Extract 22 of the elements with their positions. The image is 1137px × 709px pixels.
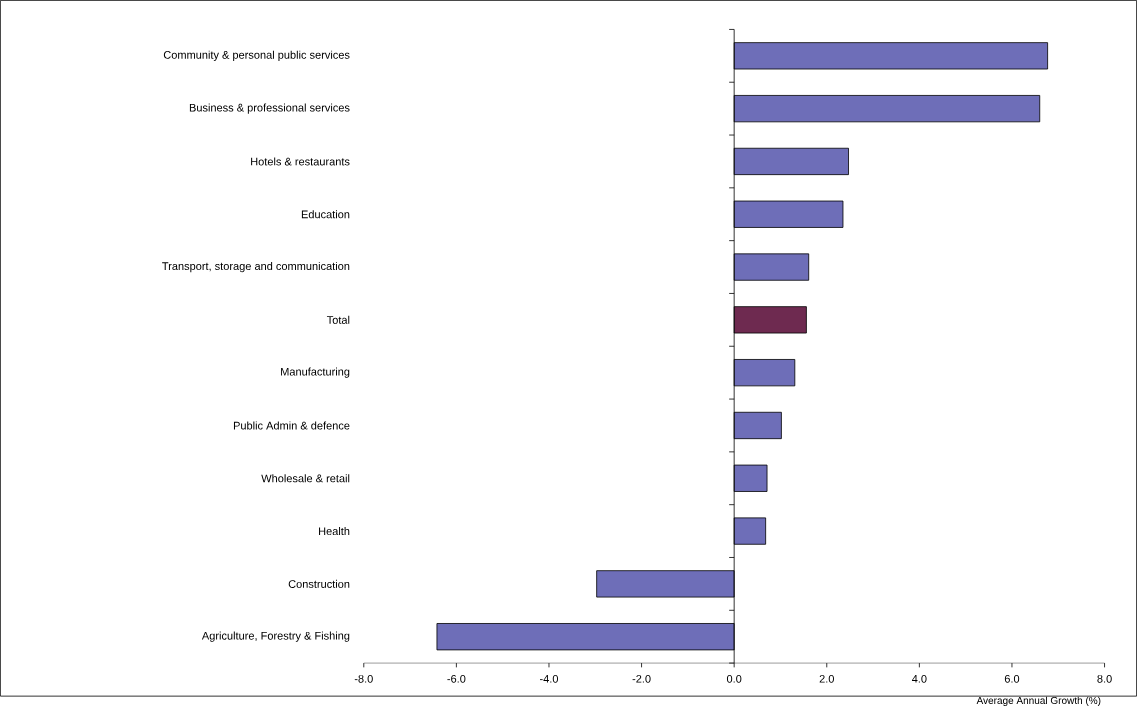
x-tick-label: -8.0	[354, 674, 373, 683]
x-tick-label: 4.0	[911, 674, 927, 683]
x-tick-label: 2.0	[819, 674, 834, 683]
x-tick-label: -2.0	[632, 674, 651, 683]
y-tick-label: Transport, storage and communication	[162, 261, 350, 273]
x-tick-label: -4.0	[539, 674, 559, 683]
y-tick-label: Community & personal public services	[163, 50, 350, 61]
y-tick-label: Agriculture, Forestry & Fishing	[201, 631, 350, 642]
y-tick-label: Public Admin & defence	[233, 421, 350, 430]
x-tick-label: 6.0	[1004, 674, 1020, 683]
y-tick-label: Wholesale & retail	[261, 474, 350, 483]
x-axis-title: Average Annual Growth (%)	[976, 696, 1101, 706]
y-tick-label: Total	[326, 315, 350, 324]
x-tick-label: 0.0	[726, 674, 742, 683]
y-tick-label: Manufacturing	[281, 367, 350, 378]
x-tick-label: -6.0	[447, 674, 466, 683]
y-tick-label: Hotels & restaurants	[251, 157, 350, 166]
y-tick-label: Construction	[288, 579, 350, 588]
y-tick-label: Health	[319, 526, 350, 535]
y-tick-label: Education	[301, 210, 350, 219]
y-tick-label: Business & professional services	[189, 103, 350, 114]
x-tick-label: 8.0	[1097, 674, 1112, 683]
